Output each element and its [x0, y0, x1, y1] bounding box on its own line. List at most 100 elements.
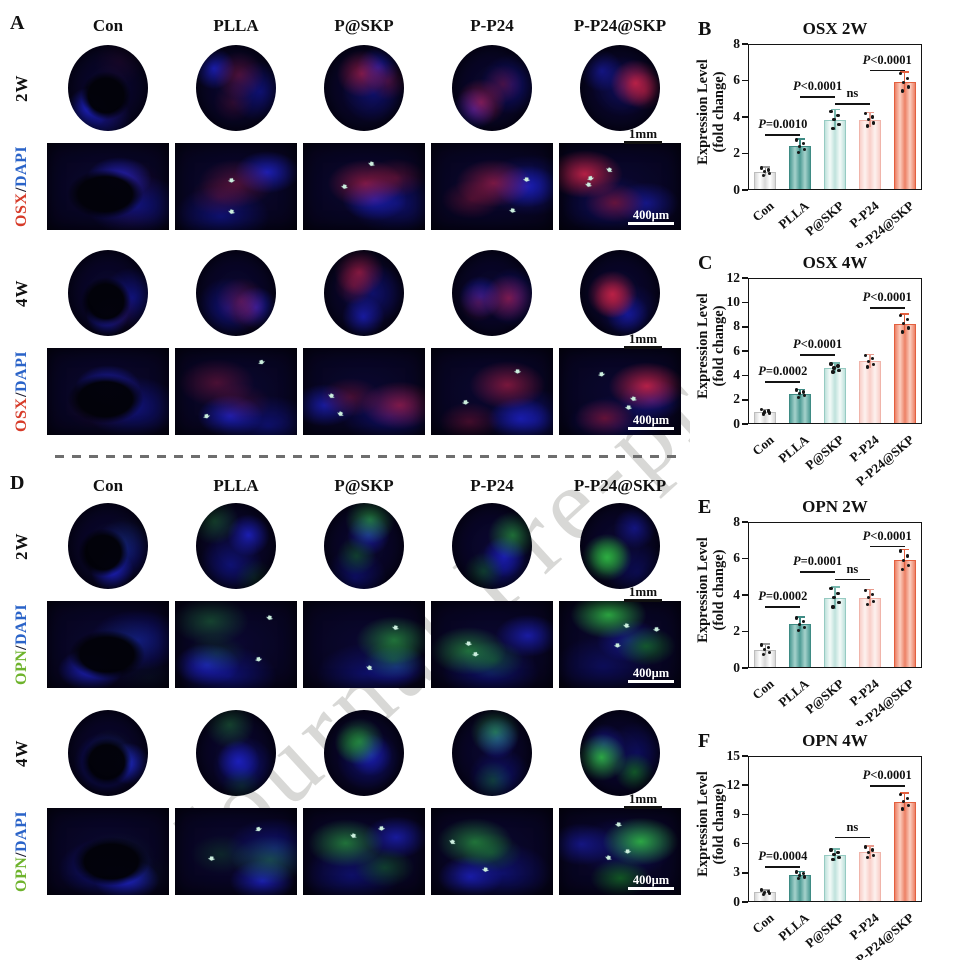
data-point: [761, 652, 766, 657]
significance-label: P<0.0001: [862, 768, 912, 783]
micrograph-tile: [324, 45, 404, 131]
significance-line: [835, 578, 870, 581]
arrow-marker-icon: ➧: [199, 410, 214, 423]
error-bar-cap: [830, 362, 840, 364]
chart-panel-label-E: E: [698, 496, 712, 518]
y-tick-mark: [742, 152, 748, 155]
y-tick-mark: [742, 630, 748, 633]
error-bar-cap: [865, 588, 875, 591]
micrograph-tile: [47, 808, 169, 895]
bar-P-P24: [858, 852, 881, 901]
data-point: [832, 366, 836, 370]
micrograph-tile: [580, 710, 660, 796]
micrograph-tile: [196, 710, 276, 796]
arrow-marker-icon: ➧: [387, 621, 402, 635]
scalebar-1mm: 1mm: [624, 791, 662, 810]
micrograph-tile: ➧ ➧: [431, 348, 553, 435]
column-header-PLLA: PLLA: [213, 16, 259, 35]
significance-line: [765, 134, 801, 137]
chart-panel-label-C: C: [698, 252, 713, 274]
error-bar-cap: [900, 548, 910, 551]
micrograph-tile: [324, 710, 404, 796]
bar-P-P24: [858, 119, 881, 189]
y-tick-label: 6: [733, 72, 740, 87]
y-tick-mark: [742, 901, 748, 903]
micrograph-tile: ➧ ➧ ➧ 400μm: [559, 143, 681, 230]
arrow-marker-icon: ➧: [361, 660, 377, 675]
micrograph-tile: ➧ ➧: [175, 808, 297, 895]
y-tick-mark: [742, 423, 748, 425]
data-point: [866, 124, 870, 128]
significance-line: [765, 381, 801, 384]
column-header-Con: Con: [92, 476, 124, 495]
significance-line: [800, 571, 835, 573]
arrow-marker-icon: ➧: [618, 619, 634, 632]
y-tick-label: 6: [733, 342, 740, 358]
error-bar-cap: [830, 108, 840, 111]
data-point: [864, 589, 868, 593]
arrow-marker-icon: ➧: [622, 402, 636, 413]
data-point: [866, 365, 870, 369]
arrow-marker-icon: ➧: [580, 178, 596, 191]
y-tick-label: 2: [733, 623, 740, 638]
data-point: [871, 848, 875, 852]
data-point: [762, 890, 767, 894]
arrow-marker-icon: ➧: [251, 653, 265, 665]
data-point: [866, 603, 870, 607]
significance-line: [869, 307, 905, 309]
micrograph-tile: [196, 250, 276, 336]
error-bar-cap: [830, 848, 840, 850]
error-bar-cap: [795, 616, 805, 618]
data-point: [867, 359, 871, 364]
significance-label: P<0.0001: [793, 337, 843, 352]
data-point: [762, 410, 767, 414]
data-point: [867, 596, 871, 600]
y-tick-mark: [742, 521, 748, 523]
error-bar-cap: [760, 408, 770, 411]
significance-line: [800, 96, 835, 98]
error-bar-cap: [830, 585, 840, 588]
stain-label-part: /: [13, 187, 30, 193]
data-point: [802, 625, 806, 630]
micrograph-tile: [68, 503, 148, 589]
error-bar-cap: [760, 166, 770, 168]
data-point: [901, 800, 906, 804]
arrow-marker-icon: ➧: [611, 640, 624, 650]
data-point: [898, 792, 903, 796]
chart-title: OSX 4W: [802, 253, 868, 272]
data-point: [900, 330, 905, 334]
significance-label: P<0.0001: [793, 79, 843, 93]
data-point: [837, 855, 841, 860]
bar-PLLA: [789, 393, 812, 423]
p-italic: P: [862, 290, 871, 305]
error-bar-cap: [865, 845, 875, 847]
data-point: [901, 558, 906, 563]
y-tick-label: 2: [733, 145, 740, 160]
data-point: [801, 141, 805, 145]
micrograph-tile: ➧ ➧: [431, 808, 553, 895]
y-tick-label: 8: [733, 513, 740, 529]
scalebar-1mm: 1mm: [624, 331, 662, 350]
data-point: [864, 353, 868, 358]
significance-label: P<0.0001: [862, 528, 912, 543]
y-tick-mark: [742, 189, 748, 191]
data-point: [872, 599, 876, 604]
y-tick-mark: [742, 374, 748, 377]
data-point: [898, 72, 903, 76]
micrograph-tile: ➧ ➧: [175, 601, 297, 688]
scalebar-400um: 400μm: [628, 208, 674, 225]
column-header-PLLA: PLLA: [213, 476, 259, 495]
significance-line: [765, 605, 801, 608]
bar-P-P24@SKP: [893, 801, 916, 901]
p-italic: P: [758, 364, 766, 379]
chart-B: B OSX 2W Expression Level (fold change) 0 2 4 6…: [690, 14, 955, 255]
stain-label-part: DAPI: [13, 603, 30, 645]
micrograph-tile: [452, 45, 532, 131]
arrow-marker-icon: ➧: [468, 649, 482, 660]
y-axis-label-line1: Expression Level: [695, 59, 711, 165]
stain-label-part: OPN: [13, 856, 30, 893]
significance-label: ns: [846, 561, 859, 576]
arrow-marker-icon: ➧: [650, 624, 663, 634]
micrograph-tile: [452, 503, 532, 589]
data-point: [766, 168, 771, 172]
